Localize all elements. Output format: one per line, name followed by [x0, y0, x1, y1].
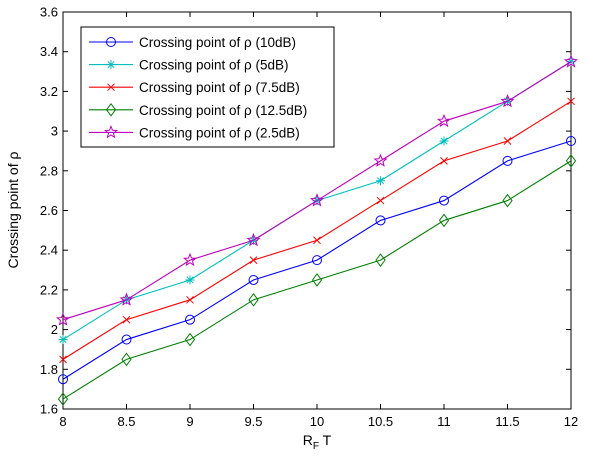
y-tick-label: 2 — [51, 322, 58, 337]
y-tick-label: 3.2 — [40, 84, 58, 99]
x-tick-label: 11 — [437, 414, 451, 429]
star-marker — [55, 312, 71, 326]
y-tick-label: 1.8 — [40, 362, 58, 377]
diamond-marker — [121, 352, 132, 367]
star-marker — [373, 153, 388, 167]
circle-marker — [58, 374, 68, 385]
legend: Crossing point of ρ (10dB) Crossing point… — [80, 26, 335, 148]
series-group — [55, 54, 579, 406]
legend-entry: Crossing point of ρ (2.5dB) — [89, 125, 300, 140]
legend-label: Crossing point of ρ (7.5dB) — [139, 80, 300, 95]
diamond-marker — [502, 193, 513, 208]
circle-marker — [502, 155, 513, 166]
x-axis-label-main: R — [303, 432, 313, 448]
star-marker — [436, 113, 452, 128]
diamond-marker — [57, 392, 69, 406]
x-tick-label: 8.5 — [117, 414, 135, 429]
circle-marker — [312, 255, 322, 266]
circle-marker — [375, 215, 386, 226]
x-axis-label-tail: T — [319, 432, 332, 448]
circle-marker — [248, 274, 259, 285]
x-axis-label-subscript: F — [313, 441, 319, 452]
series-polyline — [62, 140, 572, 380]
series-line — [58, 136, 576, 385]
x-tick-label: 11.5 — [495, 414, 519, 429]
series-line — [57, 154, 577, 406]
x-marker — [440, 157, 448, 165]
asterisk-marker — [376, 176, 385, 186]
x-marker — [249, 256, 258, 264]
circle-marker — [106, 37, 116, 47]
circle-marker — [439, 195, 449, 206]
star-marker — [500, 93, 515, 108]
x-marker — [313, 236, 321, 245]
legend-entry: Crossing point of ρ (10dB) — [89, 35, 296, 50]
series-polyline — [62, 160, 572, 400]
legend-label: Crossing point of ρ (2.5dB) — [139, 125, 300, 140]
legend-label: Crossing point of ρ (10dB) — [139, 35, 296, 50]
x-tick-label: 9 — [186, 414, 193, 429]
y-tick-label: 1.6 — [40, 402, 58, 417]
x-marker — [503, 137, 512, 145]
legend-entry: Crossing point of ρ (7.5dB) — [89, 80, 300, 95]
star-marker — [309, 193, 325, 207]
diamond-marker — [184, 332, 196, 347]
series-polyline — [62, 61, 572, 321]
diamond-marker — [248, 292, 259, 307]
asterisk-marker — [58, 335, 68, 345]
y-tick-label: 2.8 — [40, 163, 58, 178]
y-axis-label: Crossing point of ρ — [5, 152, 21, 269]
diamond-marker — [311, 273, 323, 287]
star-marker — [182, 252, 198, 267]
diamond-marker — [565, 154, 577, 168]
diamond-marker — [105, 102, 117, 117]
x-marker — [107, 83, 115, 92]
star-marker — [103, 125, 119, 139]
y-tick-label: 3 — [51, 124, 58, 139]
asterisk-marker — [439, 136, 449, 146]
y-tick-label: 2.6 — [40, 203, 58, 218]
y-tick-label: 3.6 — [40, 5, 58, 20]
x-marker — [122, 315, 131, 324]
diamond-marker — [438, 213, 450, 228]
x-marker — [186, 295, 194, 304]
legend-entry: Crossing point of ρ (12.5dB) — [89, 103, 307, 118]
x-marker — [59, 355, 67, 364]
legend-entry: Crossing point of ρ (5dB) — [89, 58, 289, 73]
star-marker — [119, 292, 134, 306]
star-marker — [246, 232, 261, 247]
x-tick-label: 8 — [59, 414, 66, 429]
y-tick-label: 3.4 — [40, 44, 58, 59]
x-tick-label: 9.5 — [244, 414, 262, 429]
x-axis-label: RF T — [303, 432, 332, 452]
x-tick-label: 10 — [310, 414, 324, 429]
circle-marker — [121, 334, 132, 345]
series-line — [55, 54, 579, 326]
series-line — [59, 97, 575, 364]
y-tick-label: 2.2 — [40, 282, 58, 297]
star-marker — [563, 54, 579, 68]
legend-label: Crossing point of ρ (5dB) — [139, 58, 289, 73]
circle-marker — [185, 314, 195, 325]
circle-marker — [566, 136, 576, 147]
x-tick-label: 12 — [564, 414, 578, 429]
y-tick-label: 2.4 — [40, 243, 58, 258]
diamond-marker — [375, 253, 386, 267]
asterisk-marker — [106, 60, 116, 70]
x-marker — [567, 97, 575, 106]
x-marker — [376, 196, 385, 205]
x-tick-label: 10.5 — [368, 414, 393, 429]
legend-label: Crossing point of ρ (12.5dB) — [139, 103, 307, 118]
asterisk-marker — [185, 275, 195, 285]
axis-ticks: 8 8.5 9 9.5 10 10.5 11 11.5 12 1.6 1.8 2 2.2 2.4 2.6 2.… — [40, 5, 578, 430]
